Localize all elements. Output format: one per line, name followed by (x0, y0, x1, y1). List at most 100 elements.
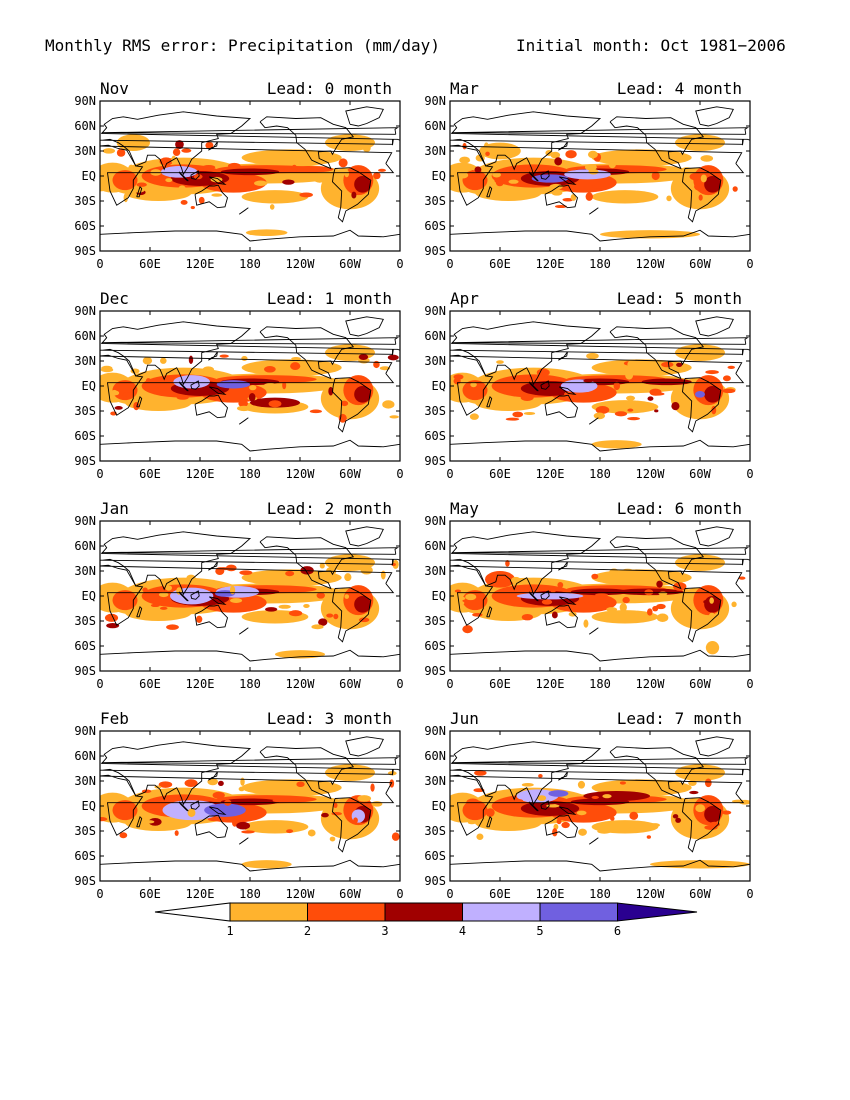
error-speckle (102, 148, 116, 154)
error-speckle (483, 142, 489, 150)
coastline (208, 596, 227, 605)
error-speckle (382, 400, 395, 409)
coastline (332, 797, 372, 853)
error-speckle (454, 589, 462, 593)
coastline (136, 185, 143, 198)
coastlines (450, 316, 750, 452)
error-speckle (101, 365, 113, 371)
error-speckle (357, 795, 372, 802)
error-speckle (627, 408, 634, 412)
error-speckle (650, 823, 660, 828)
panel-month: May (450, 499, 479, 518)
error-speckle (158, 592, 169, 598)
error-speckle (241, 356, 248, 361)
coastline (332, 377, 372, 433)
lon-tick-label: 120W (636, 257, 666, 271)
coastline (101, 127, 400, 135)
error-speckle (610, 816, 615, 821)
coastline (208, 806, 227, 815)
error-speckle (470, 382, 477, 388)
error-speckle (656, 580, 663, 588)
error-speckle (722, 810, 732, 815)
coastline (100, 564, 395, 626)
error-speckle (142, 587, 148, 593)
error-field (100, 764, 400, 869)
coastline (178, 381, 189, 392)
error-speckle (593, 412, 606, 420)
error-speckle (496, 360, 504, 364)
error-speckle (541, 599, 553, 605)
error-speckle (608, 160, 616, 169)
error-speckle (230, 598, 243, 603)
coastline (450, 741, 743, 806)
error-speckle (316, 592, 325, 599)
coastline (208, 176, 227, 185)
error-speckle (676, 362, 683, 368)
lat-tick-label: EQ (432, 589, 446, 603)
error-speckle (286, 829, 294, 834)
lat-tick-label: 60N (74, 329, 96, 343)
error-speckle (453, 374, 464, 380)
coastline (345, 316, 384, 337)
coastline (190, 590, 200, 600)
error-speckle (494, 382, 501, 392)
error-speckle (629, 811, 639, 820)
lon-tick-label: 120W (636, 467, 666, 481)
lat-tick-label: 30N (424, 354, 446, 368)
coastline (101, 337, 400, 345)
error-region (583, 791, 651, 801)
coastline (695, 526, 734, 547)
error-speckle (578, 828, 587, 836)
coastline (451, 127, 750, 135)
coastline (682, 377, 722, 433)
error-speckle (291, 357, 301, 361)
coastline (190, 170, 200, 180)
error-speckle (550, 587, 557, 593)
error-speckle (689, 172, 702, 181)
error-speckle (551, 190, 563, 196)
coastline (450, 564, 745, 626)
error-speckle (119, 832, 128, 839)
error-speckle (100, 816, 108, 822)
coastline (682, 167, 722, 223)
error-region (112, 590, 138, 611)
error-speckle (264, 365, 276, 373)
lat-tick-label: 60N (74, 749, 96, 763)
lat-tick-label: 60N (74, 539, 96, 553)
error-speckle (564, 391, 573, 398)
error-speckle (254, 180, 268, 186)
error-region (112, 170, 138, 191)
error-speckle (370, 783, 375, 792)
error-speckle (709, 597, 714, 604)
coastline (345, 526, 384, 547)
error-region (215, 590, 235, 597)
error-region (675, 554, 725, 572)
coastline (486, 395, 493, 408)
error-speckle (380, 570, 386, 580)
lon-tick-label: 60E (139, 467, 161, 481)
error-speckle (462, 625, 473, 634)
error-speckle (704, 778, 712, 788)
error-speckle (459, 156, 471, 164)
error-speckle (627, 360, 636, 368)
coastline (742, 138, 750, 146)
error-speckle (671, 401, 680, 411)
lat-tick-label: 90S (74, 454, 96, 468)
coastline (450, 144, 745, 206)
lat-tick-label: 90N (424, 514, 446, 528)
error-speckle (672, 814, 679, 819)
lon-tick-label: 0 (746, 467, 753, 481)
error-speckle (521, 782, 534, 787)
lon-tick-label: 60E (139, 887, 161, 901)
panel-month: Apr (450, 289, 479, 308)
coastline (100, 229, 400, 242)
error-region (220, 798, 280, 806)
error-speckle (278, 604, 291, 609)
lat-tick-label: 90S (424, 454, 446, 468)
error-speckle (647, 608, 653, 616)
lon-tick-label: 180 (239, 467, 261, 481)
coastline (528, 591, 539, 602)
coastline (194, 814, 229, 839)
coastline (136, 605, 143, 618)
panel-lead: Lead: 0 month (267, 79, 392, 98)
